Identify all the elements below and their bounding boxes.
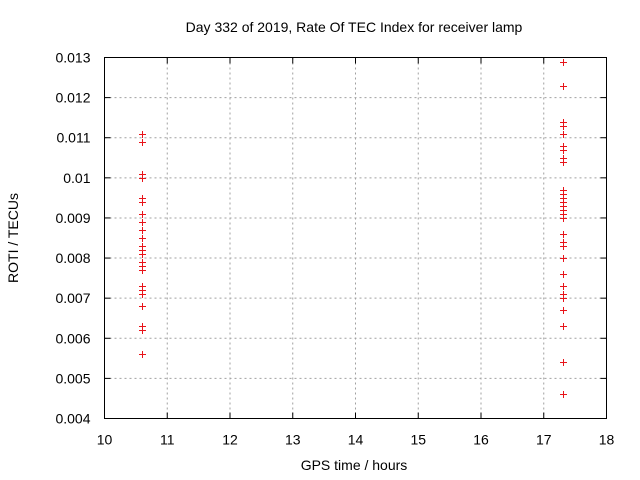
y-tick-label: 0.011 [57,130,91,146]
data-point-marker [560,295,567,302]
data-point-marker [560,323,567,330]
data-point-marker [560,159,567,166]
data-point-marker [139,131,146,138]
data-point-marker [139,303,146,310]
data-point-marker [139,235,146,242]
data-point-marker [560,231,567,238]
data-point-marker [139,327,146,334]
data-point-marker [560,307,567,314]
y-tick-label: 0.01 [63,170,90,186]
data-point-marker [560,59,567,66]
y-tick-label: 0.008 [55,250,90,266]
y-tick-label: 0.005 [55,370,90,386]
data-point-marker [560,123,567,130]
data-point-marker [139,291,146,298]
data-point-marker [139,219,146,226]
data-point-marker [560,271,567,278]
y-tick-labels: 0.004 0.005 0.006 0.007 0.008 0.009 0.01 0.011 0… [55,50,90,427]
x-tick-labels: 10 11 12 13 14 15 16 17 18 [97,432,615,448]
y-tick-label: 0.013 [55,50,90,66]
x-tick-label: 10 [97,432,113,448]
data-point-marker [560,391,567,398]
grid-lines [104,57,607,419]
data-point-marker [139,351,146,358]
y-tick-label: 0.004 [55,411,90,427]
data-point-marker [139,175,146,182]
x-tick-label: 13 [285,432,301,448]
x-tick-label: 17 [536,432,552,448]
data-point-marker [139,227,146,234]
data-points [139,59,567,398]
data-point-marker [560,255,567,262]
y-tick-label: 0.012 [55,90,90,106]
x-tick-label: 11 [160,432,175,448]
x-tick-label: 16 [473,432,489,448]
data-point-marker [560,243,567,250]
x-axis-label: GPS time / hours [301,457,408,473]
data-point-marker [139,199,146,206]
data-point-marker [139,267,146,274]
data-point-marker [139,211,146,218]
data-point-marker [560,131,567,138]
data-point-marker [139,139,146,146]
data-point-marker [560,83,567,90]
data-point-marker [560,283,567,290]
axis-ticks [104,57,607,419]
y-tick-label: 0.007 [55,290,90,306]
chart-title: Day 332 of 2019, Rate Of TEC Index for r… [186,19,523,35]
y-tick-label: 0.006 [55,330,90,346]
x-tick-label: 14 [348,432,364,448]
y-axis-label: ROTI / TECUs [5,193,21,283]
data-point-marker [560,215,567,222]
data-point-marker [560,359,567,366]
x-tick-label: 15 [410,432,426,448]
data-point-marker [139,251,146,258]
data-point-marker [560,147,567,154]
x-tick-label: 18 [599,432,615,448]
x-tick-label: 12 [222,432,238,448]
y-tick-label: 0.009 [55,210,90,226]
